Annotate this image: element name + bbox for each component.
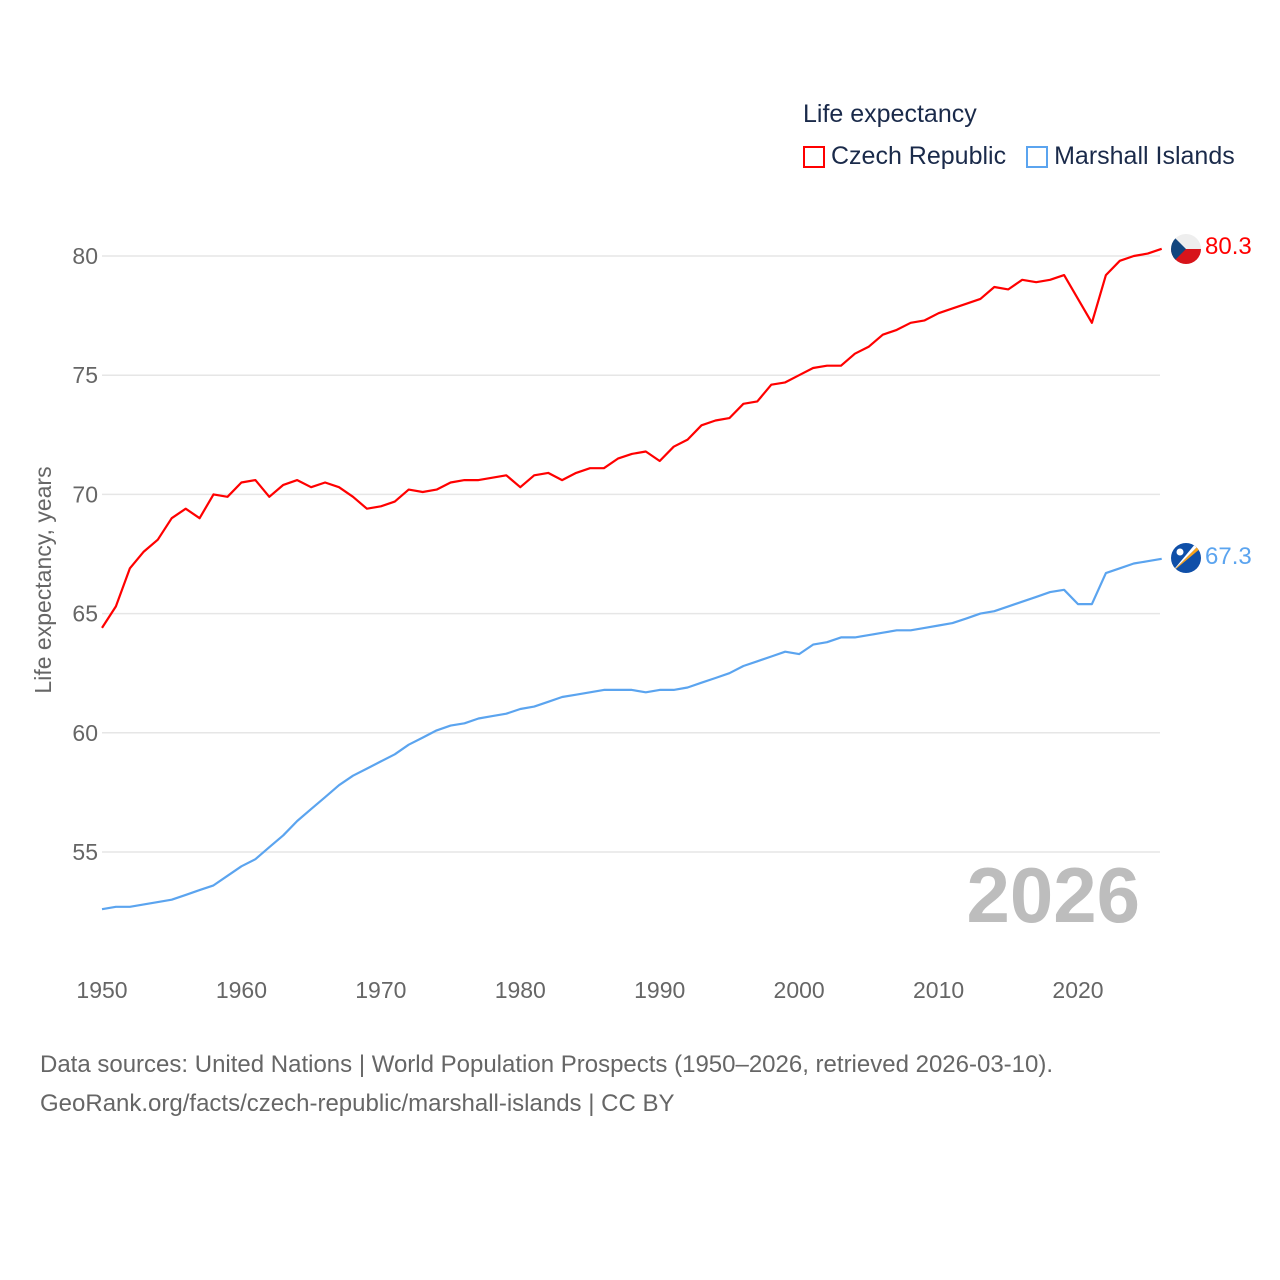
y-axis-label: Life expectancy, years	[30, 466, 56, 693]
y-axis-ticks: 55 60 65 70 75 80	[72, 243, 98, 865]
czech-end-value-label: 80.3	[1205, 233, 1252, 260]
series-line-czech-republic[interactable]	[101, 247, 1163, 629]
legend-swatch	[803, 145, 825, 168]
legend-label: Marshall Islands	[1054, 142, 1235, 170]
footer: Data sources: United Nations | World Pop…	[40, 1045, 1053, 1123]
x-tick-label: 1950	[76, 977, 127, 1003]
marshall-islands-flag-icon	[1171, 543, 1201, 573]
source-link[interactable]: GeoRank.org/facts/czech-republic/marshal…	[40, 1090, 675, 1117]
x-axis-ticks: 1950 1960 1970 1980 1990 2000 2010 2020	[76, 977, 1103, 1003]
legend-label: Czech Republic	[831, 142, 1007, 170]
y-tick-label: 60	[72, 720, 98, 746]
legend: Czech Republic Marshall Islands	[803, 142, 1235, 171]
data-sources: Data sources: United Nations | World Pop…	[40, 1051, 1054, 1078]
y-tick-label: 65	[72, 601, 98, 627]
x-tick-label: 1970	[355, 977, 406, 1003]
legend-swatch	[1026, 145, 1049, 168]
y-tick-label: 80	[72, 243, 98, 269]
current-year-watermark: 2026	[966, 851, 1140, 939]
x-tick-label: 2000	[774, 977, 825, 1003]
legend-item-marshall-islands[interactable]: Marshall Islands	[1026, 142, 1235, 171]
x-tick-label: 1960	[216, 977, 267, 1003]
x-tick-label: 2020	[1052, 977, 1103, 1003]
series-lines	[101, 247, 1163, 911]
x-tick-label: 1980	[495, 977, 546, 1003]
marshall-end-value-label: 67.3	[1205, 543, 1252, 570]
x-tick-label: 1990	[634, 977, 685, 1003]
gridlines	[102, 255, 1160, 853]
legend-item-czech-republic[interactable]: Czech Republic	[803, 142, 1006, 171]
series-line-marshall-islands[interactable]	[101, 557, 1162, 911]
y-tick-label: 75	[72, 362, 98, 388]
czech-flag-icon	[1171, 234, 1201, 264]
x-tick-label: 2010	[913, 977, 964, 1003]
legend-title: Life expectancy	[803, 100, 977, 128]
y-tick-label: 55	[72, 839, 98, 865]
flags	[1171, 234, 1201, 573]
y-tick-label: 70	[72, 481, 98, 507]
